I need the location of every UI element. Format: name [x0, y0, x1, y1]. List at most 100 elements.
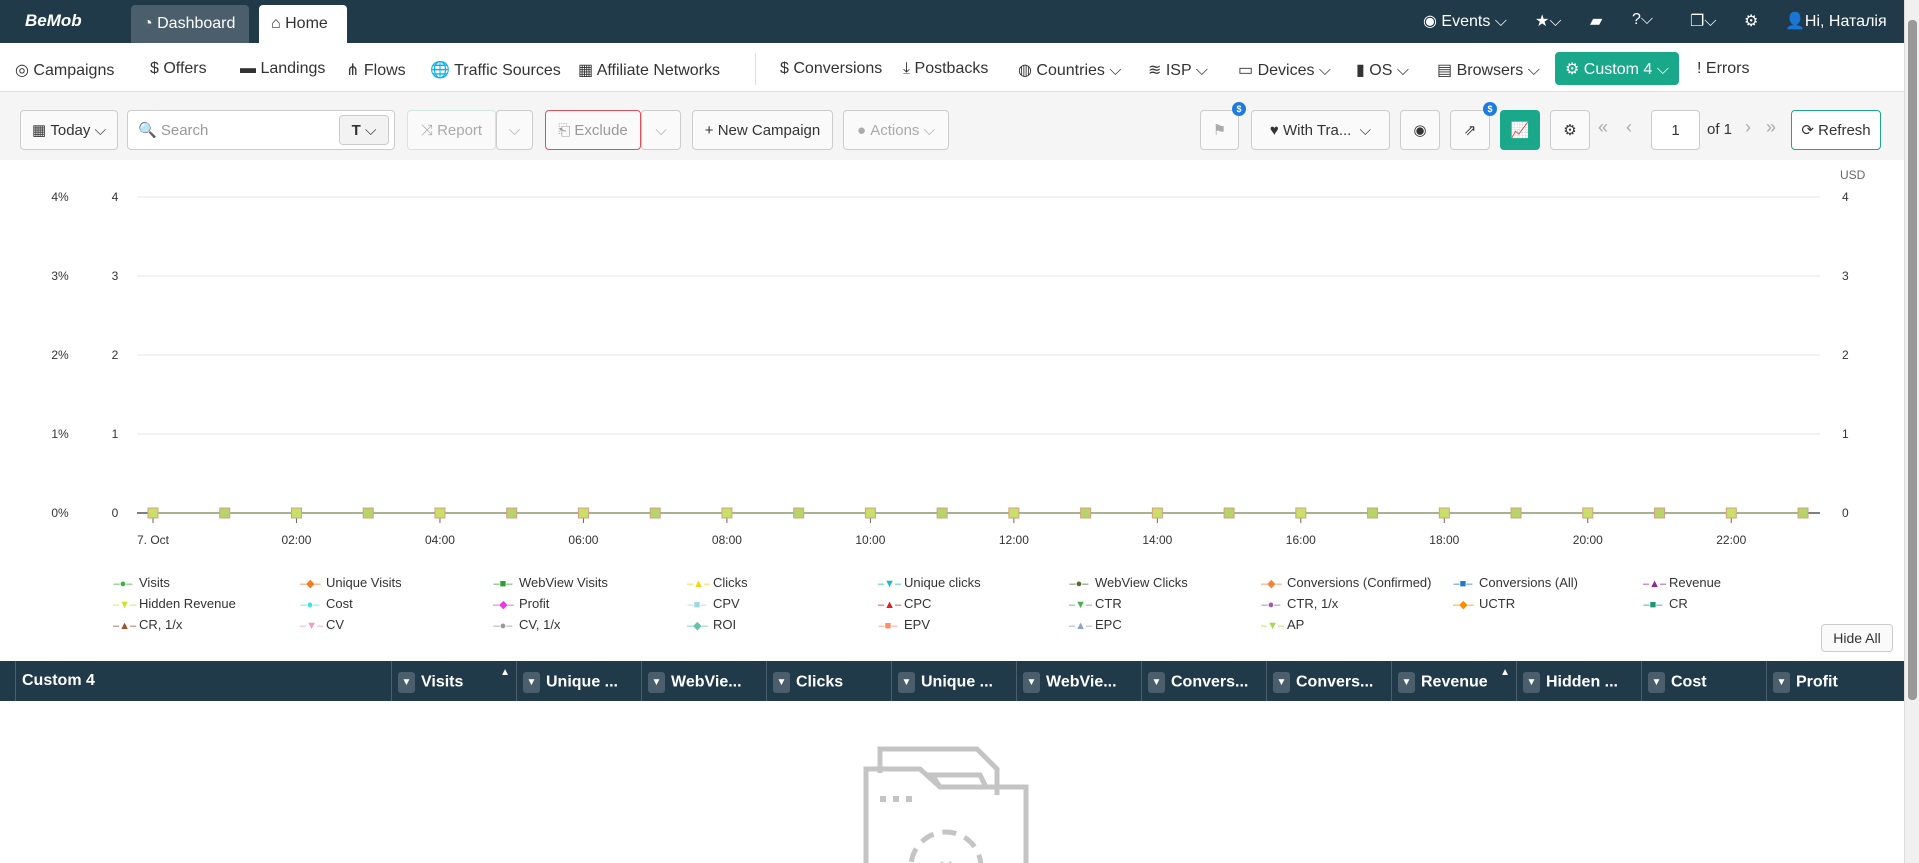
legend-item[interactable]: –▲– CPC	[878, 596, 931, 611]
column-header[interactable]: ▼ Unique ...	[891, 661, 1016, 701]
help-icon[interactable]: ?⌵	[1632, 11, 1654, 28]
exclude-button[interactable]: ⎗ Exclude	[545, 110, 641, 150]
legend-item[interactable]: –◆– UCTR	[1453, 596, 1515, 611]
column-header[interactable]: ▼ Unique ...	[516, 661, 641, 701]
legend-item[interactable]: –▼– AP	[1261, 617, 1304, 632]
nav-item-postbacks[interactable]: ⤓ Postbacks	[903, 60, 988, 78]
filter-icon[interactable]: ▼	[898, 672, 915, 693]
nav-item-custom-4[interactable]: ⚙ Custom 4 ⌵	[1555, 52, 1679, 85]
actions-button[interactable]: ● Actions ⌵	[843, 110, 949, 150]
traffic-filter-dropdown[interactable]: ♥ With Tra... ⌵	[1251, 110, 1390, 150]
filter-icon[interactable]: ▼	[398, 672, 415, 693]
filter-icon[interactable]: ▼	[1773, 672, 1790, 693]
legend-item[interactable]: –◆– ROI	[687, 617, 736, 632]
nav-item-offers[interactable]: $ Offers	[150, 60, 207, 78]
column-header[interactable]: ▼ WebVie...	[1016, 661, 1141, 701]
filter-icon[interactable]: ▼	[1148, 672, 1165, 693]
first-page-icon[interactable]: «	[1598, 117, 1609, 137]
scrollbar-thumb[interactable]	[1908, 20, 1917, 700]
search-mode-dropdown[interactable]: T ⌵	[339, 115, 389, 145]
tab-home[interactable]: ⌂ Home	[259, 5, 347, 43]
share-button[interactable]: ⇗	[1450, 110, 1490, 150]
nav-item-isp[interactable]: ≋ ISP ⌵	[1148, 60, 1208, 80]
legend-item[interactable]: –■– Conversions (All)	[1453, 575, 1578, 590]
star-icon[interactable]: ★⌵	[1535, 13, 1562, 30]
column-header[interactable]: ▼ Convers...	[1266, 661, 1391, 701]
legend-item[interactable]: –■– CPV	[687, 596, 740, 611]
legend-item[interactable]: –■– EPV	[878, 617, 930, 632]
user-menu[interactable]: 👤Hi, Наталія	[1785, 11, 1887, 31]
report-button[interactable]: ⤨ Report	[407, 110, 496, 150]
events-menu[interactable]: ◉ Events ⌵	[1423, 13, 1507, 30]
flag-button[interactable]: ⚑	[1200, 110, 1239, 150]
column-header[interactable]: ▼ Cost	[1641, 661, 1766, 701]
column-header[interactable]: ▼ Clicks	[766, 661, 891, 701]
sort-asc-icon[interactable]: ▲	[1500, 667, 1510, 678]
filter-icon[interactable]: ▼	[648, 672, 665, 693]
legend-item[interactable]: –●– CTR, 1/x	[1261, 596, 1339, 611]
page-input[interactable]: 1	[1651, 110, 1700, 150]
column-header[interactable]: ▼ Profit	[1766, 661, 1891, 701]
nav-item-campaigns[interactable]: ◎ Campaigns	[15, 60, 114, 80]
legend-item[interactable]: –▲– CR, 1/x	[113, 617, 182, 632]
legend-item[interactable]: –▼– CTR	[1069, 596, 1122, 611]
legend-item[interactable]: –◆– Conversions (Confirmed)	[1261, 575, 1432, 590]
nav-item-conversions[interactable]: $ Conversions	[780, 60, 882, 78]
legend-item[interactable]: –■– WebView Visits	[493, 575, 608, 590]
nav-item-devices[interactable]: ▭ Devices ⌵	[1238, 60, 1331, 80]
filter-icon[interactable]: ▼	[773, 672, 790, 693]
nav-item-countries[interactable]: ◍ Countries ⌵	[1018, 60, 1121, 80]
legend-item[interactable]: –▲– Revenue	[1643, 575, 1721, 590]
hide-all-button[interactable]: Hide All	[1821, 624, 1893, 652]
last-page-icon[interactable]: »	[1766, 117, 1777, 137]
legend-item[interactable]: –▲– Clicks	[687, 575, 748, 590]
filter-icon[interactable]: ▼	[523, 672, 540, 693]
prev-page-icon[interactable]: ‹	[1626, 117, 1632, 137]
legend-item[interactable]: –■– CR	[1643, 596, 1688, 611]
filter-icon[interactable]: ▼	[1648, 672, 1665, 693]
eye-button[interactable]: ◉	[1400, 110, 1440, 150]
nav-item-landings[interactable]: ▬ Landings	[240, 60, 325, 78]
page-scrollbar[interactable]	[1904, 0, 1919, 863]
legend-item[interactable]: –▼– Unique clicks	[878, 575, 981, 590]
legend-item[interactable]: –●– Visits	[113, 575, 170, 590]
legend-item[interactable]: –▼– Hidden Revenue	[113, 596, 236, 611]
nav-item-affiliate-networks[interactable]: ▦ Affiliate Networks	[578, 60, 720, 80]
nav-item-errors[interactable]: ! Errors	[1697, 60, 1749, 78]
legend-item[interactable]: –▲– EPC	[1069, 617, 1122, 632]
settings-button[interactable]: ⚙	[1550, 110, 1590, 150]
filter-icon[interactable]: ▼	[1523, 672, 1540, 693]
legend-item[interactable]: –◆– Profit	[493, 596, 549, 611]
legend-item[interactable]: –●– WebView Clicks	[1069, 575, 1188, 590]
bemob-logo[interactable]: BeMob	[25, 11, 82, 30]
tab-dashboard[interactable]: ◔ Dashboard	[131, 5, 249, 43]
nav-item-traffic-sources[interactable]: 🌐 Traffic Sources	[430, 60, 561, 80]
column-header[interactable]: ▼ Hidden ...	[1516, 661, 1641, 701]
filter-icon[interactable]: ▼	[1273, 672, 1290, 693]
nav-item-browsers[interactable]: ▤ Browsers ⌵	[1437, 60, 1540, 80]
column-header[interactable]: ▼ Visits ▲	[391, 661, 516, 701]
gear-icon[interactable]: ⚙	[1744, 13, 1759, 30]
legend-item[interactable]: –●– CV, 1/x	[493, 617, 561, 632]
refresh-button[interactable]: ⟳ Refresh	[1791, 110, 1881, 150]
legend-item[interactable]: –◆– Unique Visits	[300, 575, 402, 590]
nav-item-os[interactable]: ▮ OS ⌵	[1356, 60, 1409, 80]
column-header[interactable]: ▼ WebVie...	[641, 661, 766, 701]
sort-asc-icon[interactable]: ▲	[500, 667, 510, 678]
new-campaign-button[interactable]: + New Campaign	[692, 110, 833, 150]
report-dropdown[interactable]: ⌵	[496, 110, 533, 150]
date-range-button[interactable]: ▦ Today ⌵	[20, 110, 118, 150]
column-header[interactable]: Custom 4	[15, 661, 389, 701]
chat-icon[interactable]: ▰	[1590, 13, 1603, 30]
legend-item[interactable]: –▼– CV	[300, 617, 344, 632]
chart-toggle-button[interactable]: 📈	[1500, 110, 1540, 150]
exclude-dropdown[interactable]: ⌵	[641, 110, 681, 150]
legend-item[interactable]: –●– Cost	[300, 596, 353, 611]
next-page-icon[interactable]: ›	[1745, 117, 1751, 137]
nav-item-flows[interactable]: ⋔ Flows	[346, 60, 406, 80]
copy-icon[interactable]: ❐⌵	[1690, 13, 1717, 30]
filter-icon[interactable]: ▼	[1398, 672, 1415, 693]
column-header[interactable]: ▼ Revenue ▲	[1391, 661, 1516, 701]
column-header[interactable]: ▼ Convers...	[1141, 661, 1266, 701]
filter-icon[interactable]: ▼	[1023, 672, 1040, 693]
